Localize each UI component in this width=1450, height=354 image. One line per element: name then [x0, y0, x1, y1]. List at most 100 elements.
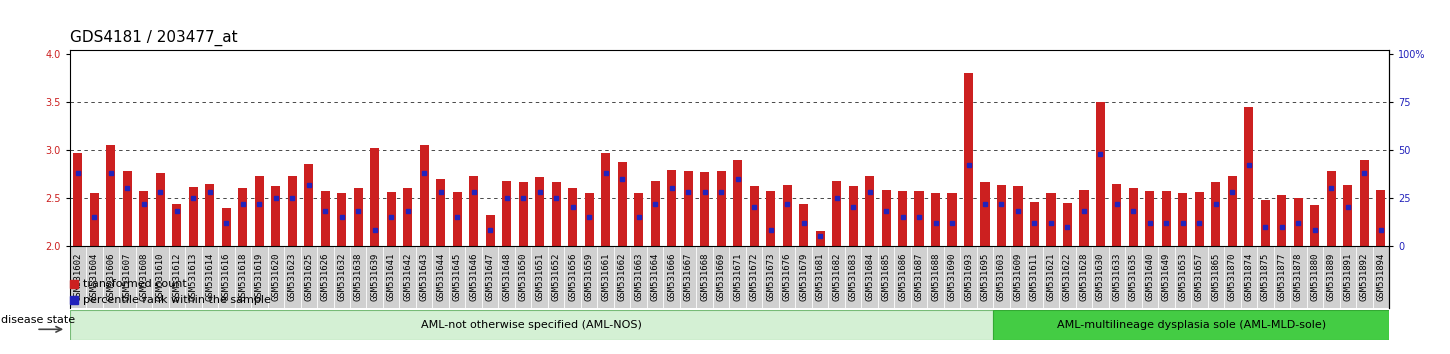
Text: GSM531672: GSM531672	[750, 253, 758, 301]
Bar	[597, 246, 613, 308]
Bar	[845, 246, 861, 308]
Text: GSM531607: GSM531607	[123, 253, 132, 301]
Text: GSM531894: GSM531894	[1376, 253, 1385, 301]
Bar	[387, 192, 396, 246]
Bar	[519, 182, 528, 246]
Bar	[70, 310, 993, 340]
Text: GSM531618: GSM531618	[238, 253, 248, 301]
Text: GSM531667: GSM531667	[683, 253, 693, 301]
Bar	[964, 74, 973, 246]
Text: GSM531668: GSM531668	[700, 253, 709, 301]
Bar	[680, 246, 696, 308]
Bar	[1125, 246, 1141, 308]
Bar	[796, 246, 812, 308]
Bar	[1030, 202, 1040, 246]
Text: GSM531628: GSM531628	[1079, 253, 1089, 301]
Text: GSM531649: GSM531649	[1161, 253, 1172, 301]
Bar	[383, 246, 400, 308]
Bar	[548, 246, 564, 308]
Bar	[1228, 176, 1237, 246]
Text: GSM531878: GSM531878	[1293, 253, 1304, 301]
Text: GSM531659: GSM531659	[584, 253, 593, 301]
Text: GSM531622: GSM531622	[1063, 253, 1072, 301]
Bar	[502, 181, 512, 246]
Text: GSM531614: GSM531614	[206, 253, 215, 301]
Bar	[683, 171, 693, 246]
Text: GSM531880: GSM531880	[1311, 253, 1320, 301]
Text: GSM531648: GSM531648	[502, 253, 512, 301]
Bar	[1063, 203, 1072, 246]
Text: disease state: disease state	[1, 315, 75, 325]
Text: GSM531647: GSM531647	[486, 253, 494, 301]
Bar	[551, 182, 561, 246]
Text: GSM531638: GSM531638	[354, 253, 362, 301]
Text: GSM531683: GSM531683	[848, 253, 857, 301]
Text: GSM531650: GSM531650	[519, 253, 528, 301]
Bar	[304, 164, 313, 246]
Bar	[911, 246, 928, 308]
Bar	[106, 145, 116, 246]
Bar	[1211, 182, 1221, 246]
Bar	[123, 171, 132, 246]
Text: GSM531609: GSM531609	[1014, 253, 1022, 301]
Bar	[515, 246, 531, 308]
Text: GSM531684: GSM531684	[866, 253, 874, 301]
Text: GSM531681: GSM531681	[815, 253, 825, 301]
Text: GSM531621: GSM531621	[1047, 253, 1056, 301]
Bar	[470, 176, 478, 246]
Text: GSM531610: GSM531610	[155, 253, 165, 301]
Text: GSM531644: GSM531644	[436, 253, 445, 301]
Bar	[882, 190, 890, 246]
Bar	[877, 246, 895, 308]
Bar	[419, 145, 429, 246]
Text: GSM531664: GSM531664	[651, 253, 660, 301]
Bar	[928, 246, 944, 308]
Bar	[895, 246, 911, 308]
Bar	[734, 160, 742, 246]
Bar	[1340, 246, 1356, 308]
Text: GDS4181 / 203477_at: GDS4181 / 203477_at	[70, 29, 238, 46]
Bar	[980, 182, 989, 246]
Bar	[1096, 102, 1105, 246]
Bar	[581, 246, 597, 308]
Text: GSM531685: GSM531685	[882, 253, 890, 301]
Bar	[532, 246, 548, 308]
Text: GSM531625: GSM531625	[304, 253, 313, 301]
Bar	[1324, 246, 1340, 308]
Bar	[349, 246, 367, 308]
Bar	[716, 171, 725, 246]
Bar	[255, 176, 264, 246]
Text: percentile rank within the sample: percentile rank within the sample	[83, 295, 271, 305]
Bar	[1009, 246, 1027, 308]
Bar	[977, 246, 993, 308]
Bar	[618, 161, 626, 246]
Bar	[584, 193, 593, 246]
Bar	[152, 246, 168, 308]
Bar	[354, 188, 362, 246]
Text: GSM531652: GSM531652	[551, 253, 561, 301]
Bar	[1327, 171, 1335, 246]
Bar	[700, 172, 709, 246]
Text: GSM531657: GSM531657	[1195, 253, 1204, 301]
Bar	[90, 193, 99, 246]
Bar	[400, 246, 416, 308]
Text: AML-not otherwise specified (AML-NOS): AML-not otherwise specified (AML-NOS)	[420, 320, 642, 330]
Bar	[766, 191, 776, 246]
Text: GSM531635: GSM531635	[1130, 253, 1138, 301]
Bar	[568, 188, 577, 246]
Bar	[1076, 246, 1092, 308]
Text: GSM531640: GSM531640	[1146, 253, 1154, 301]
Bar	[664, 246, 680, 308]
Bar	[238, 188, 248, 246]
Bar	[338, 193, 347, 246]
Bar	[1112, 184, 1121, 246]
Text: GSM531623: GSM531623	[287, 253, 297, 301]
Bar	[284, 246, 300, 308]
Bar	[634, 193, 644, 246]
Text: GSM531619: GSM531619	[255, 253, 264, 301]
Bar	[1208, 246, 1224, 308]
Text: GSM531642: GSM531642	[403, 253, 412, 301]
Bar	[1161, 191, 1172, 246]
Bar	[1343, 185, 1353, 246]
Text: GSM531641: GSM531641	[387, 253, 396, 301]
